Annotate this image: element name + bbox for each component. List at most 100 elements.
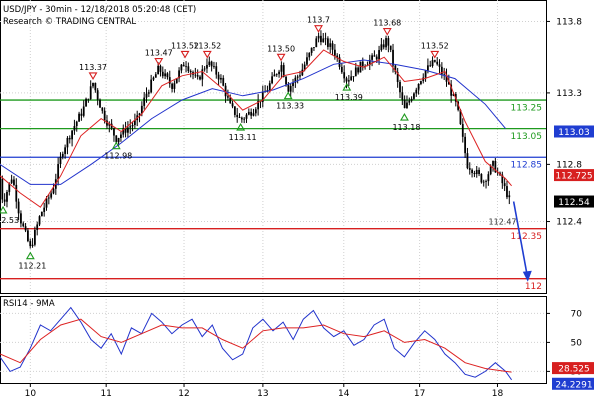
candle-body: [215, 66, 218, 75]
candle-body: [247, 111, 250, 115]
candle-body: [120, 134, 122, 139]
swing-high-marker: [202, 50, 212, 59]
candle-body: [108, 123, 111, 126]
candle-body: [175, 78, 178, 84]
candle-body: [294, 77, 297, 83]
candle-body: [73, 126, 76, 131]
candle-body: [194, 74, 197, 76]
candle-body: [117, 138, 120, 143]
candle-body: [6, 191, 8, 202]
candle-body: [350, 76, 353, 81]
candle-body: [208, 61, 211, 65]
candle-body: [308, 52, 311, 58]
candle-body: [466, 153, 469, 169]
price-badge: [554, 169, 594, 182]
candle-body: [471, 169, 473, 174]
candle-body: [324, 38, 327, 40]
swing-high-marker: [314, 25, 323, 33]
candle-body: [313, 47, 315, 48]
candle-body: [333, 49, 336, 56]
projection-arrow-head: [522, 270, 532, 282]
rsi-frame-border: [0, 296, 547, 384]
swing-high-marker: [276, 53, 286, 62]
candle-body: [489, 165, 492, 175]
candle-body: [487, 174, 490, 182]
level-label: 113.05: [511, 132, 543, 142]
candle-body: [82, 106, 85, 116]
candle-body: [378, 50, 380, 60]
candle-body: [357, 67, 360, 73]
swing-label: 112.98: [104, 152, 132, 161]
swing-markers: 112.53112.21113.37112.98113.47113.52113.…: [0, 16, 532, 282]
candle-body: [480, 174, 483, 183]
candle-body: [375, 56, 378, 60]
swing-high-marker: [382, 28, 392, 36]
x-tick-label: 17: [414, 389, 425, 399]
candle-body: [468, 168, 471, 170]
candle-body: [317, 35, 320, 39]
candle-body: [261, 91, 264, 103]
candle-body: [250, 111, 253, 116]
candle-body: [27, 230, 29, 242]
x-tick-label: 10: [25, 389, 37, 399]
candle-body: [401, 92, 404, 100]
swing-label: 113.7: [307, 16, 330, 25]
levels: 113.25 113.05 112.85 112.35 112: [0, 99, 546, 292]
swing-label: 113.11: [229, 133, 257, 142]
rsi-ma-line: [0, 318, 512, 373]
candle-body: [422, 77, 425, 82]
candle-body: [138, 113, 141, 116]
candle-body: [36, 224, 39, 230]
rsi-badge: [552, 377, 594, 390]
level-label-bg: [504, 230, 544, 241]
candle-body: [47, 197, 50, 199]
swing-low-marker: [236, 122, 246, 131]
x-tick-label: 13: [257, 389, 268, 399]
candle-body: [20, 213, 22, 224]
candle-body: [236, 114, 239, 117]
rsi-badge-label: 24.2291: [555, 380, 592, 390]
swing-label: 113.52: [421, 41, 449, 50]
candle-body: [408, 100, 411, 103]
candle-body: [322, 38, 325, 43]
candle-body: [159, 65, 162, 72]
candle-body: [10, 179, 13, 183]
candle-body: [268, 83, 271, 91]
candle-body: [287, 84, 290, 92]
candle-body: [222, 77, 225, 86]
candle-body: [61, 153, 64, 157]
candle-body: [85, 98, 87, 107]
candle-body: [424, 70, 427, 78]
swing-label: 112.21: [18, 262, 46, 271]
candle-body: [140, 105, 143, 114]
main-chart-frame: [0, 0, 547, 294]
candle-body: [503, 183, 506, 187]
candle-body: [273, 74, 276, 77]
candle-body: [206, 64, 208, 69]
candle-body: [382, 44, 385, 48]
swing-label: 113.39: [335, 93, 363, 102]
candle-body: [101, 107, 104, 111]
candle-body: [171, 83, 173, 89]
candle-body: [459, 109, 462, 125]
candle-body: [301, 69, 304, 76]
candle-body: [254, 109, 257, 114]
level-label: 112.35: [511, 232, 543, 242]
swing-label: 112.53: [0, 216, 19, 225]
candle-body: [166, 73, 169, 78]
y-tick-label: 113.8: [556, 17, 582, 27]
candle-body: [220, 77, 222, 80]
level-label: 112.85: [511, 161, 543, 171]
candle-body: [343, 72, 346, 79]
candle-body: [485, 181, 487, 182]
candle-body: [245, 114, 248, 119]
candle-body: [275, 74, 278, 75]
candle-body: [292, 82, 294, 87]
candle-body: [33, 229, 36, 245]
ma-fast-line: [0, 49, 512, 208]
grid: [0, 0, 546, 383]
candle-body: [329, 43, 332, 47]
swing-label: 113.33: [276, 102, 304, 111]
candle-body: [59, 156, 62, 165]
